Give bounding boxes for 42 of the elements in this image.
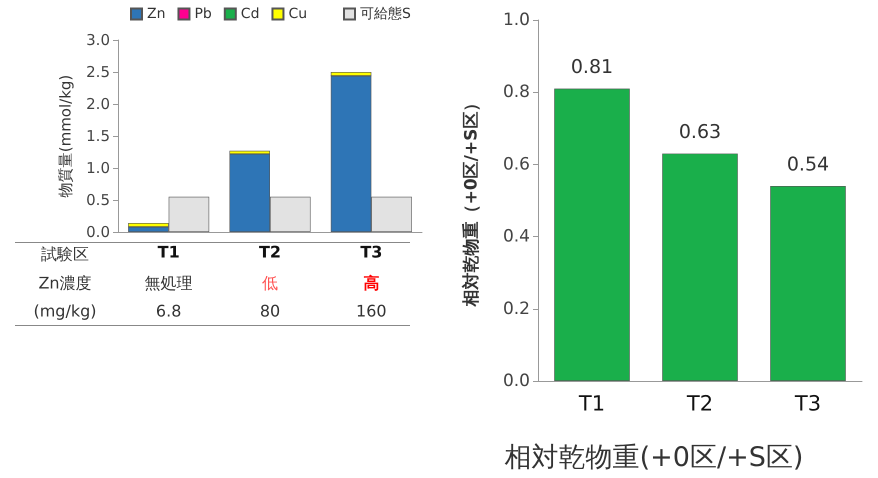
y-tick-label: 1.0 <box>502 10 530 30</box>
data-label: 0.81 <box>570 56 614 78</box>
x-tick-label: T2 <box>686 392 714 416</box>
y-tick-label: 3.0 <box>86 31 110 49</box>
x-tick-label: T3 <box>360 242 382 262</box>
text: 相対乾物重(+0区/+S区) <box>504 442 804 473</box>
bar <box>770 186 846 381</box>
y-tick-label: 1.5 <box>86 127 110 145</box>
x-tick-label: T1 <box>578 392 606 416</box>
y-tick-label: 1.0 <box>86 159 110 177</box>
text: 6.8 <box>156 302 182 320</box>
y-tick-label: 0.6 <box>502 154 530 174</box>
y-tick-label: 0.2 <box>502 298 530 319</box>
legend-label: 可給態S <box>360 6 411 22</box>
bar <box>662 154 738 381</box>
text: 160 <box>356 302 387 320</box>
x-tick-label: T1 <box>158 242 180 262</box>
y-tick-label: 2.0 <box>86 95 110 113</box>
y-tick-label: 0.8 <box>502 82 530 102</box>
legend-label: Cu <box>288 6 308 22</box>
text: 低 <box>262 274 278 294</box>
text: 無処理 <box>144 274 193 294</box>
y-tick-label: 0.4 <box>502 226 530 247</box>
y-tick-label: 0.0 <box>502 371 530 391</box>
x-tick-label: T2 <box>258 242 282 262</box>
data-label: 0.63 <box>678 121 722 144</box>
text: Zn濃度 <box>38 274 92 294</box>
data-label: 0.54 <box>786 154 830 176</box>
x-tick-label: T3 <box>794 392 822 416</box>
y-axis-title: 物質量(mmol/kg) <box>56 74 74 198</box>
legend-label: Pb <box>194 6 212 22</box>
legend-label: Zn <box>147 6 166 22</box>
legend-label: Cd <box>240 6 260 22</box>
text: 試験区 <box>41 244 89 266</box>
y-axis-title: 相対乾物重（+0区/+S区） <box>462 94 482 308</box>
text: 高 <box>363 274 380 294</box>
y-tick-label: 0.0 <box>86 223 110 241</box>
bar <box>554 88 630 381</box>
text: (mg/kg) <box>33 302 97 320</box>
y-tick-label: 2.5 <box>86 63 110 81</box>
text: 80 <box>260 302 280 320</box>
y-tick-label: 0.5 <box>86 191 110 209</box>
